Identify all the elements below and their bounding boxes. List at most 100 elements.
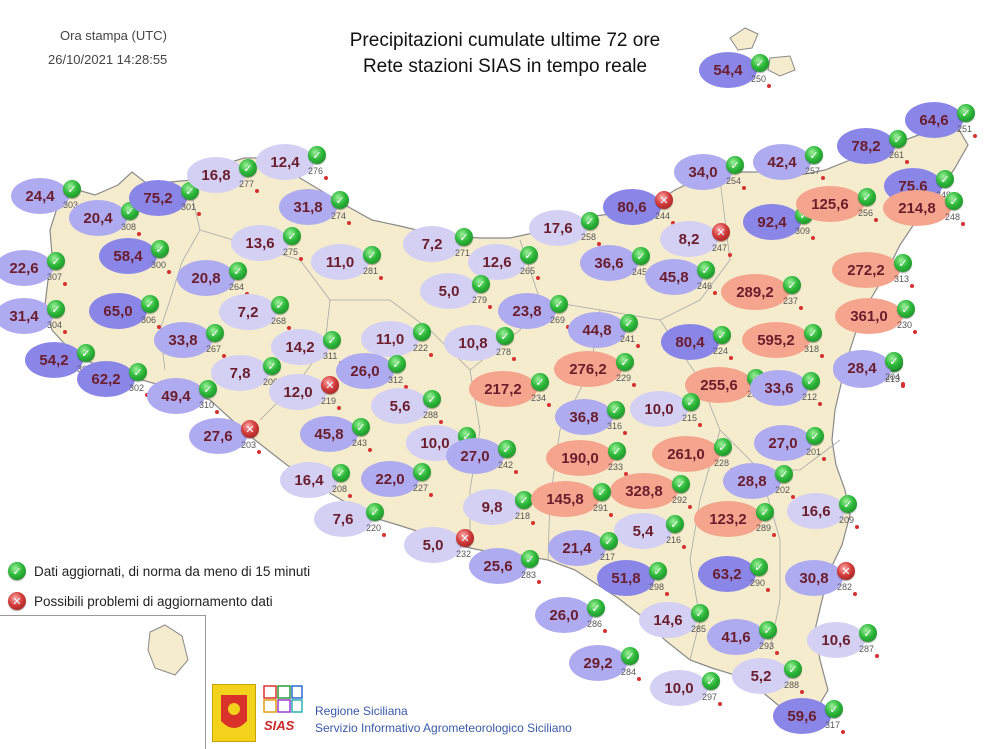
station-value: 41,6 [707, 619, 765, 655]
green-check-icon: ✓ [206, 324, 224, 342]
station-id: 203 [241, 440, 257, 450]
green-check-icon: ✓ [775, 465, 793, 483]
station-dot [536, 276, 540, 280]
print-time-label: Ora stampa (UTC) [60, 28, 167, 43]
station-dot [910, 284, 914, 288]
station-dot [961, 222, 965, 226]
green-check-icon: ✓ [151, 240, 169, 258]
station-dot [665, 592, 669, 596]
station-dot [820, 354, 824, 358]
station-value: 45,8 [300, 416, 358, 452]
station-dot [874, 218, 878, 222]
green-check-icon: ✓ [587, 599, 605, 617]
station-id: 241 [620, 334, 636, 344]
station-value: 28,4 [833, 350, 891, 386]
station-dot [698, 423, 702, 427]
station-id: 213 [885, 374, 901, 384]
station-dot [347, 221, 351, 225]
green-check-icon: ✓ [593, 483, 611, 501]
station-value: 54,2 [25, 342, 83, 378]
green-check-icon: ✓ [141, 295, 159, 313]
station-value: 54,4 [699, 52, 757, 88]
green-check-icon: ✓ [472, 275, 490, 293]
station-id: 267 [206, 344, 222, 354]
pantelleria-inset [0, 615, 206, 749]
station-value: 58,4 [99, 238, 157, 274]
station-value: 276,2 [554, 351, 622, 387]
station-value: 5,0 [420, 273, 478, 309]
station-id: 310 [199, 400, 215, 410]
green-check-icon: ✓ [713, 326, 731, 344]
green-check-icon: ✓ [751, 54, 769, 72]
green-check-icon: ✓ [77, 344, 95, 362]
legend-error: ✕ Possibili problemi di aggiornamento da… [8, 592, 273, 610]
station-id: 201 [806, 447, 822, 457]
station-dot [324, 176, 328, 180]
green-check-icon: ✓ [271, 296, 289, 314]
station-id: 291 [593, 503, 609, 513]
green-check-icon: ✓ [621, 647, 639, 665]
station-dot [811, 236, 815, 240]
station-dot [368, 448, 372, 452]
station-dot [973, 134, 977, 138]
station-value: 75,2 [129, 180, 187, 216]
red-error-icon: ✕ [712, 223, 730, 241]
station-id: 219 [321, 396, 337, 406]
station-id: 254 [726, 176, 742, 186]
red-error-icon: ✕ [456, 529, 474, 547]
station-id: 293 [759, 641, 775, 651]
regione-siciliana-logo-icon [212, 684, 256, 742]
green-check-icon: ✓ [363, 246, 381, 264]
green-check-icon: ✓ [388, 355, 406, 373]
station-value: 289,2 [721, 274, 789, 310]
station-value: 261,0 [652, 436, 720, 472]
station-dot [537, 580, 541, 584]
station-dot [603, 629, 607, 633]
station-id: 286 [587, 619, 603, 629]
station-id: 279 [472, 295, 488, 305]
station-id: 220 [366, 523, 382, 533]
station-id: 292 [672, 495, 688, 505]
station-id: 245 [632, 267, 648, 277]
station-dot [512, 357, 516, 361]
station-id: 215 [682, 413, 698, 423]
station-id: 261 [889, 150, 905, 160]
station-id: 248 [945, 212, 961, 222]
green-check-icon: ✓ [331, 191, 349, 209]
station-value: 17,6 [529, 210, 587, 246]
green-check-icon: ✓ [682, 393, 700, 411]
station-value: 49,4 [147, 378, 205, 414]
station-id: 301 [181, 202, 197, 212]
station-id: 234 [531, 393, 547, 403]
station-dot [632, 383, 636, 387]
station-id: 206 [263, 377, 279, 387]
station-id: 304 [47, 320, 63, 330]
station-value: 31,8 [279, 189, 337, 225]
station-dot [429, 353, 433, 357]
station-id: 247 [712, 243, 728, 253]
station-id: 216 [666, 535, 682, 545]
green-check-icon: ✓ [600, 532, 618, 550]
station-value: 11,0 [311, 244, 369, 280]
aeolian-island-2 [767, 55, 796, 77]
station-value: 26,0 [535, 597, 593, 633]
station-dot [855, 525, 859, 529]
station-dot [63, 282, 67, 286]
station-id: 250 [751, 74, 767, 84]
green-check-icon: ✓ [413, 463, 431, 481]
station-id: 242 [498, 460, 514, 470]
sias-logo-text: SIAS [264, 718, 295, 733]
station-id: 217 [600, 552, 616, 562]
green-check-icon: ✓ [413, 323, 431, 341]
station-value: 595,2 [742, 322, 810, 358]
station-dot [853, 592, 857, 596]
station-dot [63, 330, 67, 334]
station-dot [348, 494, 352, 498]
green-check-icon: ✓ [672, 475, 690, 493]
station-value: 27,6 [189, 418, 247, 454]
station-id: 256 [858, 208, 874, 218]
station-value: 36,8 [555, 399, 613, 435]
green-check-icon: ✓ [897, 300, 915, 318]
station-value: 31,4 [0, 298, 53, 334]
red-error-icon: ✕ [655, 191, 673, 209]
